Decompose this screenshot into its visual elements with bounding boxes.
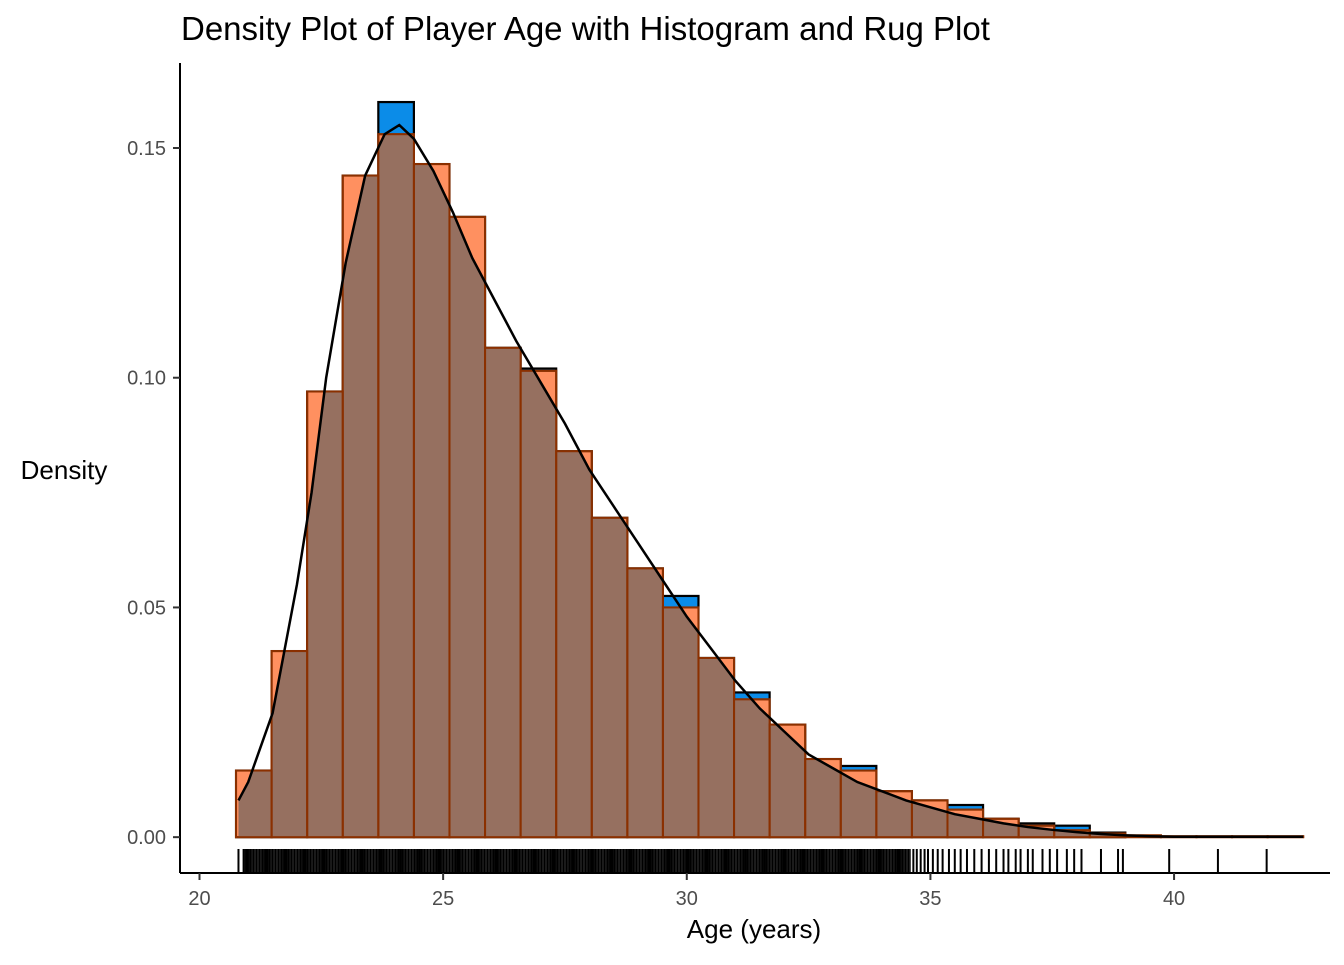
- y-tick-label: 0.10: [127, 368, 166, 390]
- x-tick-label: 40: [1163, 888, 1185, 910]
- x-tick-label: 30: [676, 888, 698, 910]
- x-tick-label: 20: [188, 888, 210, 910]
- y-axis-label: Density: [21, 455, 108, 485]
- x-axis-label: Age (years): [687, 914, 821, 944]
- density-area: [238, 134, 1304, 838]
- density-line: [237, 123, 1304, 838]
- x-tick-label: 25: [432, 888, 454, 910]
- y-tick-label: 0.15: [127, 138, 166, 160]
- chart-title: Density Plot of Player Age with Histogra…: [181, 10, 990, 47]
- x-tick-label: 35: [919, 888, 941, 910]
- rug-plot: [237, 849, 1268, 873]
- plot-area: 20 25 30 35 40 0.00 0.05 0.10 0.15: [127, 63, 1330, 910]
- y-tick-label: 0.00: [127, 827, 166, 849]
- y-tick-label: 0.05: [127, 597, 166, 619]
